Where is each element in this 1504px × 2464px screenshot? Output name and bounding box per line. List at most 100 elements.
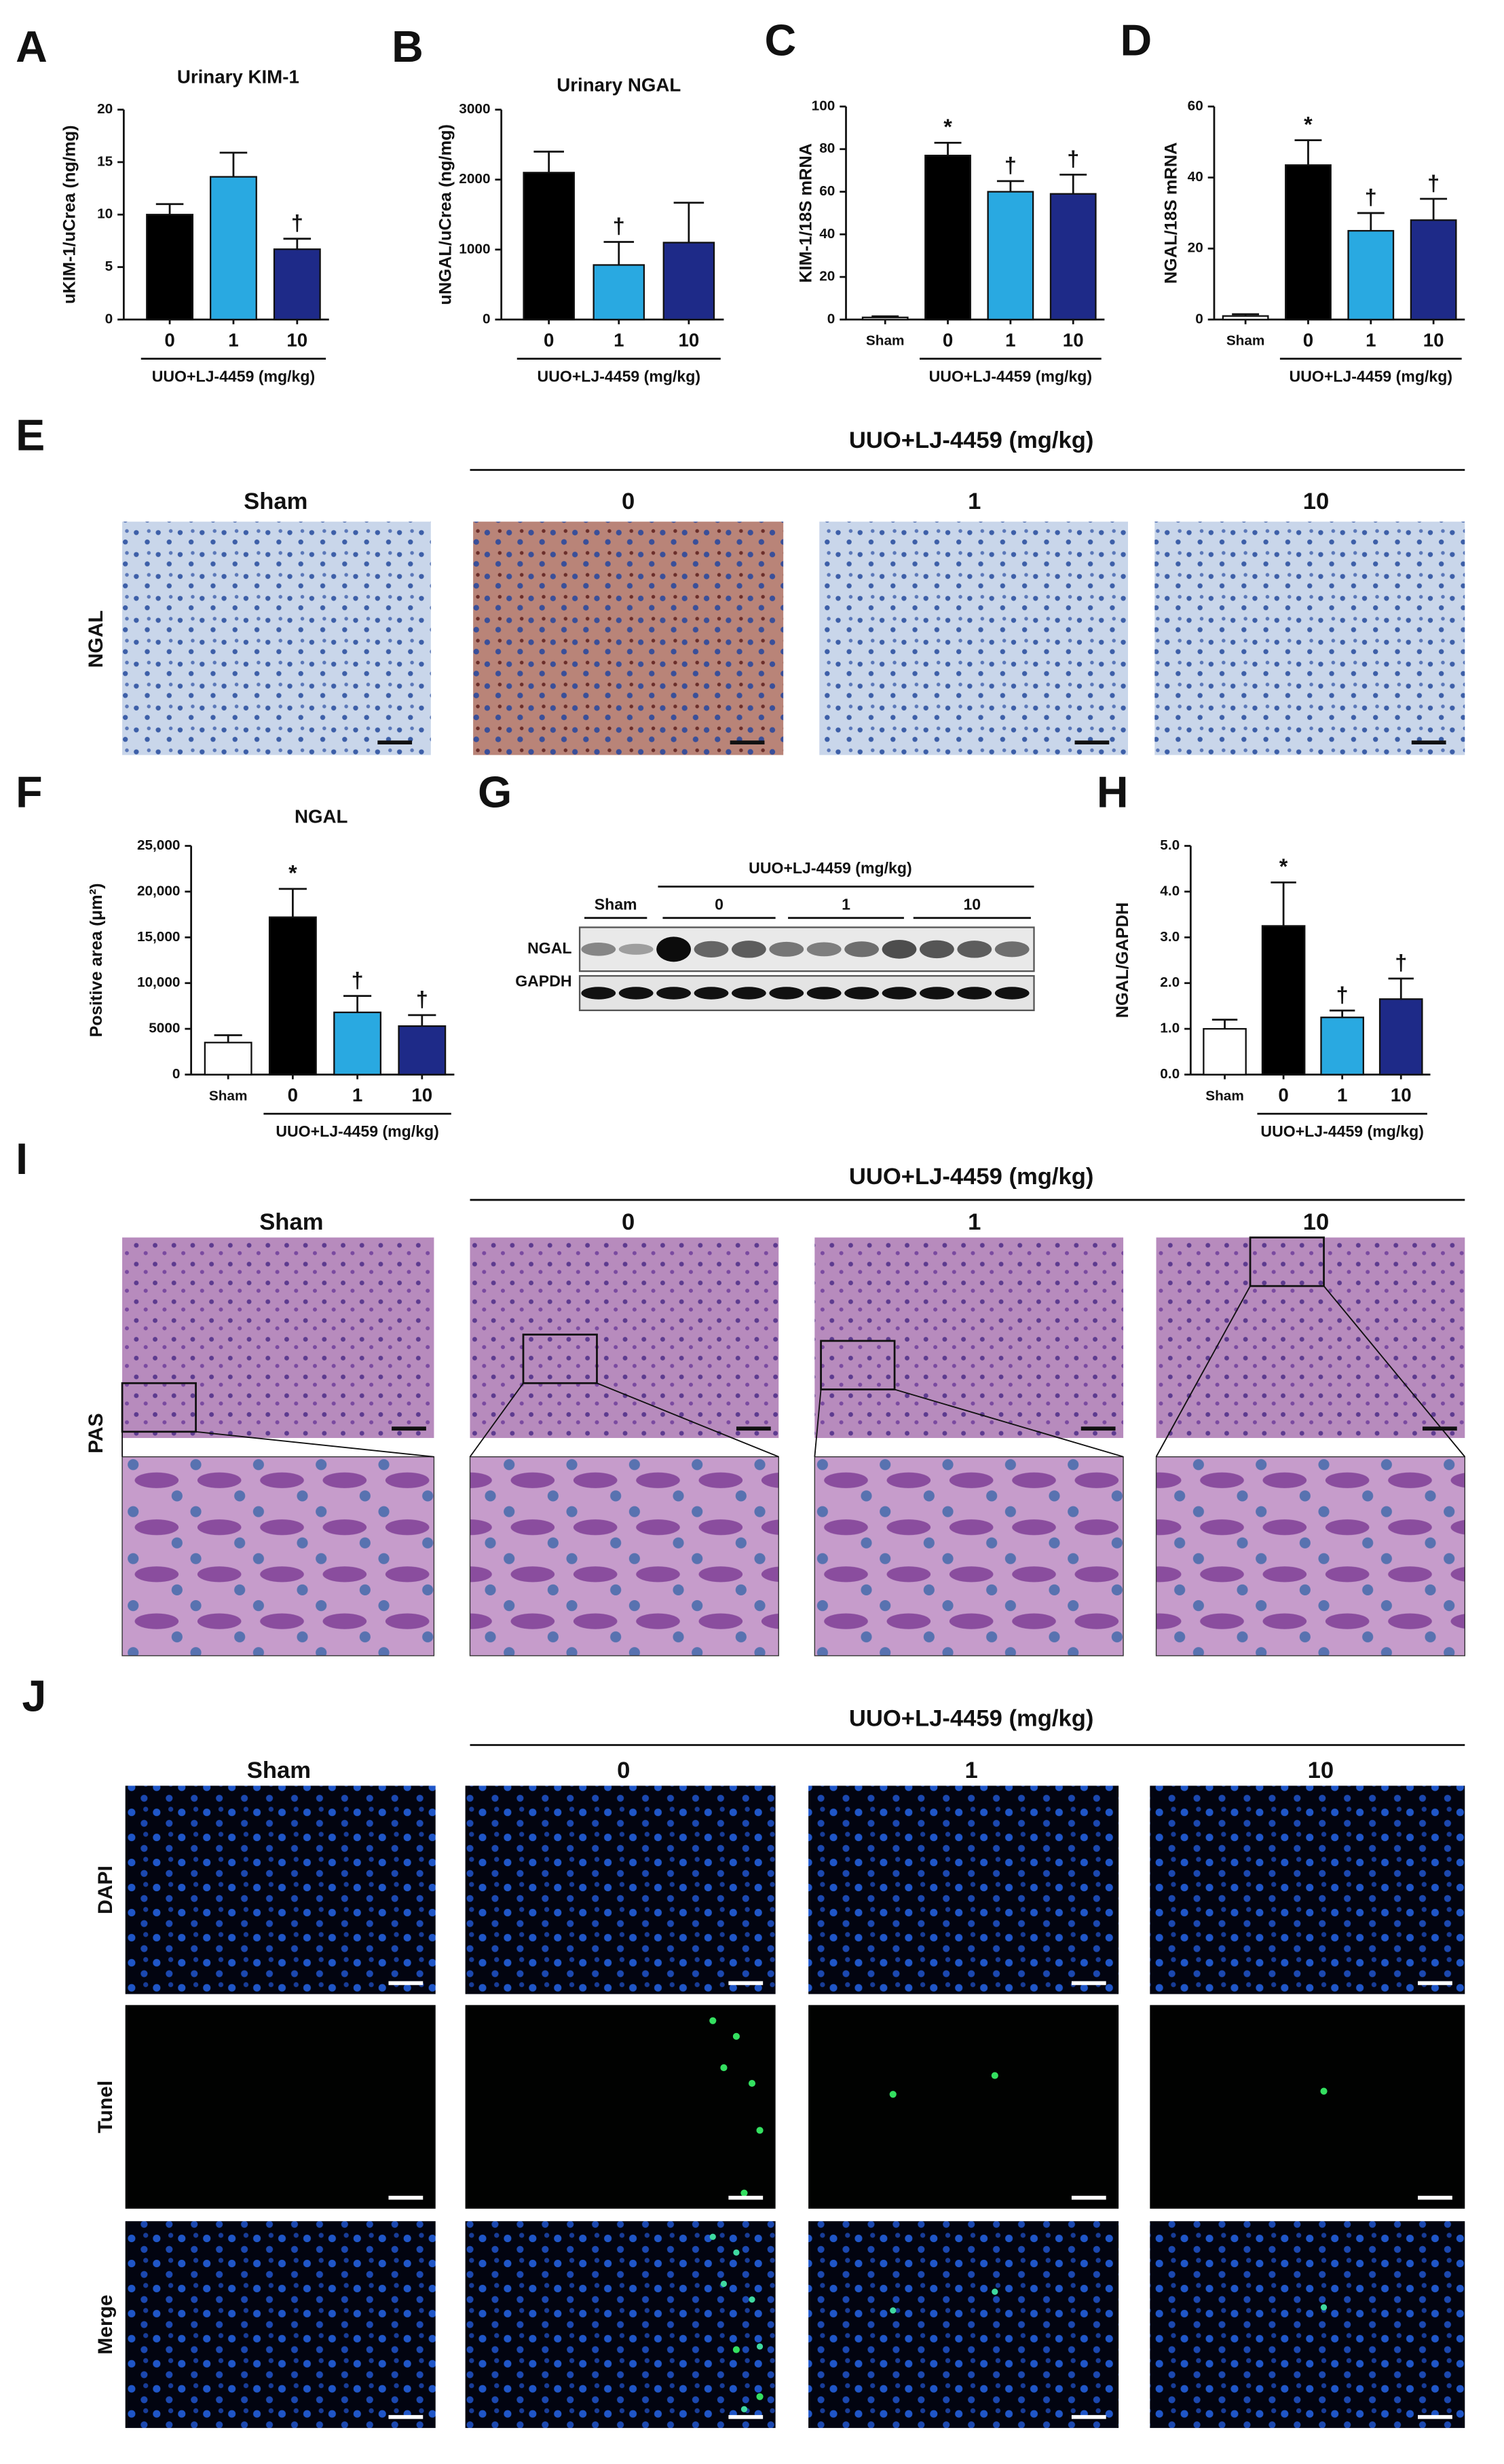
column-label: 0: [622, 1209, 635, 1235]
x-tick-label: 10: [411, 1084, 432, 1105]
blot-row-label: NGAL: [527, 939, 571, 957]
zoom-box: [1249, 1236, 1325, 1287]
y-axis-label: uNGAL/uCrea (ng/mg): [436, 124, 455, 305]
significance-mark: †: [1395, 951, 1407, 975]
bar: [1222, 315, 1269, 321]
x-tick-label: 0: [544, 330, 554, 351]
tunel-signal: [756, 2343, 764, 2350]
y-tick-label: 0: [105, 311, 113, 326]
x-tick-label: 1: [614, 330, 624, 351]
y-tick-label: 20: [819, 269, 835, 284]
y-tick-label: 0: [1195, 311, 1203, 326]
significance-mark: †: [1067, 147, 1079, 171]
bar: [1347, 229, 1395, 321]
micrograph: [808, 1785, 1119, 1994]
micrograph: [465, 1785, 776, 1994]
row-label: PAS: [85, 1413, 107, 1453]
micrograph: [808, 2005, 1119, 2209]
y-tick-label: 20: [97, 101, 113, 117]
x-tick-label: 10: [286, 330, 307, 351]
column-label: 0: [622, 489, 635, 514]
y-tick-label: 0: [827, 311, 835, 326]
panel-letter: C: [764, 16, 796, 65]
panel-letter: B: [392, 22, 424, 71]
y-tick-label: 0: [483, 311, 491, 326]
lane-label: Sham: [595, 895, 637, 913]
bar: [1203, 1027, 1247, 1076]
blot-band: [694, 987, 729, 1000]
tunel-signal: [732, 2032, 740, 2040]
row-label: Merge: [94, 2294, 117, 2354]
bar: [333, 1011, 382, 1076]
row-label: Tunel: [94, 2081, 117, 2134]
x-tick-label: 1: [352, 1084, 362, 1105]
group-label: UUO+LJ-4459 (mg/kg): [749, 859, 911, 877]
blot-band: [731, 987, 766, 1000]
blot-band: [994, 941, 1030, 958]
panel-letter: A: [16, 22, 48, 71]
bar: [1285, 164, 1332, 321]
x-tick-label: 10: [1063, 330, 1084, 351]
lane-label: 10: [963, 895, 981, 913]
group-label: UUO+LJ-4459 (mg/kg): [849, 1706, 1094, 1732]
y-tick-label: 3000: [459, 101, 490, 117]
group-label: UUO+LJ-4459 (mg/kg): [538, 367, 700, 385]
blot-band: [882, 939, 917, 959]
column-label: 0: [617, 1758, 630, 1783]
significance-mark: †: [352, 968, 364, 992]
y-tick-label: 3.0: [1160, 929, 1180, 945]
significance-mark: †: [1365, 185, 1377, 210]
significance-mark: †: [1336, 983, 1349, 1007]
blot-band: [957, 987, 992, 1000]
y-tick-label: 60: [819, 183, 835, 199]
bar: [209, 176, 257, 321]
micrograph: [465, 2005, 776, 2209]
lane-label: 1: [842, 895, 850, 913]
bar: [398, 1025, 447, 1076]
y-tick-label: 40: [1188, 169, 1203, 185]
micrograph-zoom: [1155, 1456, 1465, 1656]
y-axis-label: Positive area (μm²): [87, 883, 106, 1037]
y-tick-label: 60: [1188, 98, 1203, 113]
x-tick-label: Sham: [866, 333, 905, 349]
group-label: UUO+LJ-4459 (mg/kg): [276, 1122, 438, 1140]
tunel-signal: [991, 2072, 998, 2079]
y-tick-label: 2000: [459, 171, 490, 187]
x-tick-label: 1: [1337, 1084, 1347, 1105]
group-label: UUO+LJ-4459 (mg/kg): [849, 1164, 1094, 1190]
y-tick-label: 40: [819, 226, 835, 242]
tunel-signal: [732, 2346, 740, 2353]
x-tick-label: Sham: [1226, 333, 1265, 349]
micrograph: [465, 2221, 776, 2428]
bar: [273, 248, 321, 321]
micrograph: [125, 2221, 436, 2428]
group-label: UUO+LJ-4459 (mg/kg): [1260, 1122, 1423, 1140]
y-tick-label: 5000: [149, 1021, 180, 1036]
tunel-signal: [1320, 2087, 1328, 2095]
bar: [1261, 925, 1306, 1076]
x-tick-label: 1: [1366, 330, 1376, 351]
bar: [204, 1042, 252, 1076]
x-tick-label: 0: [1303, 330, 1313, 351]
column-label: 1: [968, 1209, 981, 1235]
blot-band: [581, 943, 616, 956]
significance-mark: *: [1304, 112, 1313, 136]
bar: [987, 191, 1034, 321]
y-tick-label: 0: [172, 1066, 181, 1082]
micrograph-zoom: [469, 1456, 779, 1656]
row-label: DAPI: [94, 1865, 117, 1914]
x-tick-label: 0: [1278, 1084, 1288, 1105]
tunel-signal: [709, 2233, 716, 2240]
blot-band: [806, 942, 842, 957]
micrograph-zoom: [814, 1456, 1124, 1656]
zoom-line: [814, 1389, 822, 1457]
column-label: Sham: [247, 1758, 311, 1783]
bar: [861, 316, 909, 321]
blot-band: [844, 987, 879, 1000]
tunel-signal: [889, 2091, 897, 2098]
column-label: 10: [1303, 1209, 1329, 1235]
blot-band: [806, 987, 842, 1000]
significance-mark: *: [1279, 854, 1288, 879]
